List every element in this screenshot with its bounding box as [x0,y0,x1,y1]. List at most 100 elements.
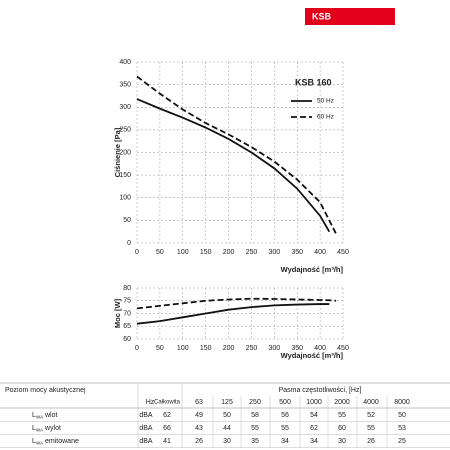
table-cell: 56 [281,412,289,419]
table-cell: 44 [223,425,231,432]
series-line [136,297,337,310]
table-cell: 55 [251,425,259,432]
table-header: 4000 [363,399,379,406]
y-axis-label: Ciśnienie [Pa] [113,127,122,177]
row-symbol: L [32,438,36,445]
table-cell: 34 [281,438,289,445]
y-tick-label: 65 [123,323,131,330]
table-cell: 55 [281,425,289,432]
badge: KSB [312,11,332,21]
x-tick-label: 400 [314,345,326,352]
x-tick-label: 0 [135,249,139,256]
y-tick-label: 400 [119,59,131,66]
table-cell: 35 [251,438,259,445]
row-unit: dBA [139,425,153,432]
x-tick-label: 100 [177,249,189,256]
table-cell: 53 [398,425,406,432]
x-tick-label: 300 [268,345,280,352]
table-cell: 52 [367,412,375,419]
table-cell: 41 [163,438,171,445]
table-header: 250 [249,399,261,406]
x-tick-label: 150 [200,249,212,256]
series-line [136,75,337,235]
x-tick-label: 50 [156,249,164,256]
row-symbol: L [32,412,36,419]
x-tick-label: 300 [268,249,280,256]
y-tick-label: 250 [119,127,131,134]
legend-label: 60 Hz [317,114,334,121]
table-cell: 49 [195,412,203,419]
table-header: 1000 [306,399,322,406]
row-label: emitowane [45,438,79,445]
y-tick-label: 70 [123,310,131,317]
x-axis-label: Wydajność [m³/h] [281,351,344,360]
table-cell: 25 [398,438,406,445]
row-unit: dBA [139,438,153,445]
table-header: 63 [195,399,203,406]
table-cell: 50 [223,412,231,419]
table-cell: 26 [195,438,203,445]
y-tick-label: 150 [119,172,131,179]
table-header: Pasma częstotliwości, [Hz] [279,387,362,394]
table-cell: 54 [310,412,318,419]
x-tick-label: 250 [246,345,258,352]
chart-title: KSB 160 [295,77,332,87]
table-cell: 58 [251,412,259,419]
y-tick-label: 200 [119,149,131,156]
series-line [136,303,330,325]
badge-box [305,8,395,25]
y-tick-label: 80 [123,285,131,292]
table-cell: 60 [338,425,346,432]
row-subscript: WA [36,441,43,446]
y-tick-label: 75 [123,298,131,305]
x-tick-label: 400 [314,249,326,256]
y-axis-label: Moc [W] [113,298,122,328]
row-label: wylot [44,425,61,432]
x-tick-label: 250 [246,249,258,256]
table-cell: 43 [195,425,203,432]
table-header: 8000 [394,399,410,406]
series-line [136,98,331,233]
table-cell: 34 [310,438,318,445]
table-cell: 30 [223,438,231,445]
x-tick-label: 100 [177,345,189,352]
x-tick-label: 200 [223,345,235,352]
x-tick-label: 200 [223,249,235,256]
table-cell: 62 [310,425,318,432]
table-header: Hz [146,399,155,406]
y-tick-label: 50 [123,217,131,224]
x-tick-label: 450 [337,345,349,352]
y-tick-label: 0 [127,240,131,247]
x-tick-label: 150 [200,345,212,352]
table-cell: 66 [163,425,171,432]
row-label: wlot [44,412,58,419]
y-tick-label: 350 [119,81,131,88]
x-tick-label: 350 [291,249,303,256]
table-cell: 55 [338,412,346,419]
table-header: 500 [279,399,291,406]
table-header: Całkowita [154,400,181,406]
row-subscript: WA [36,415,43,420]
x-tick-label: 450 [337,249,349,256]
row-subscript: WA [36,428,43,433]
table-cell: 26 [367,438,375,445]
row-symbol: L [32,425,36,432]
table-title: Poziom mocy akustycznej [5,387,86,394]
table-cell: 62 [163,412,171,419]
table-header: 2000 [334,399,350,406]
table-cell: 50 [398,412,406,419]
x-tick-label: 350 [291,345,303,352]
legend-label: 50 Hz [317,98,334,105]
x-axis-label: Wydajność [m³/h] [281,265,344,274]
x-tick-label: 50 [156,345,164,352]
table-cell: 55 [367,425,375,432]
y-tick-label: 300 [119,104,131,111]
x-tick-label: 0 [135,345,139,352]
y-tick-label: 100 [119,195,131,202]
y-tick-label: 60 [123,336,131,343]
row-unit: dBA [139,412,153,419]
table-header: 125 [221,399,233,406]
table-cell: 30 [338,438,346,445]
